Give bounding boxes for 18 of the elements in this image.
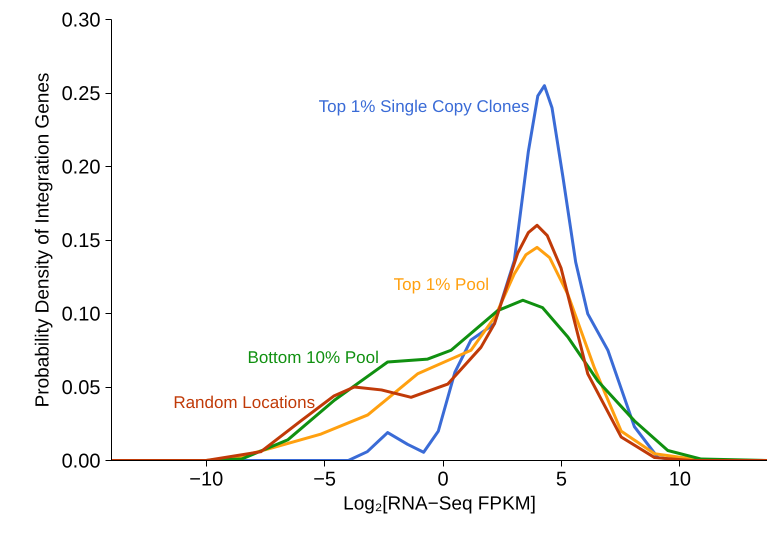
- x-tick-label: 0: [437, 468, 449, 490]
- y-axis-title: Probability Density of Integration Genes: [32, 72, 54, 408]
- series-label: Top 1% Pool: [394, 274, 490, 294]
- series-label: Bottom 10% Pool: [248, 348, 379, 367]
- series-label: Random Locations: [173, 392, 316, 412]
- y-tick-label: 0.05: [62, 377, 101, 399]
- y-tick-label: 0.20: [62, 156, 101, 178]
- y-tick-label: 0.25: [62, 83, 101, 105]
- y-tick-label: 0.15: [62, 230, 101, 252]
- x-axis-title: Log₂[RNA−Seq FPKM]: [343, 494, 536, 514]
- x-tick-label: 5: [556, 468, 568, 490]
- series-label: Top 1% Single Copy Clones: [318, 97, 530, 116]
- y-tick-label: 0.00: [62, 450, 101, 472]
- x-tick-label: −10: [189, 468, 224, 490]
- x-tick-label: 10: [668, 468, 691, 490]
- y-tick-label: 0.30: [62, 10, 101, 32]
- x-tick-label: −5: [313, 468, 336, 490]
- y-tick-label: 0.10: [62, 304, 101, 326]
